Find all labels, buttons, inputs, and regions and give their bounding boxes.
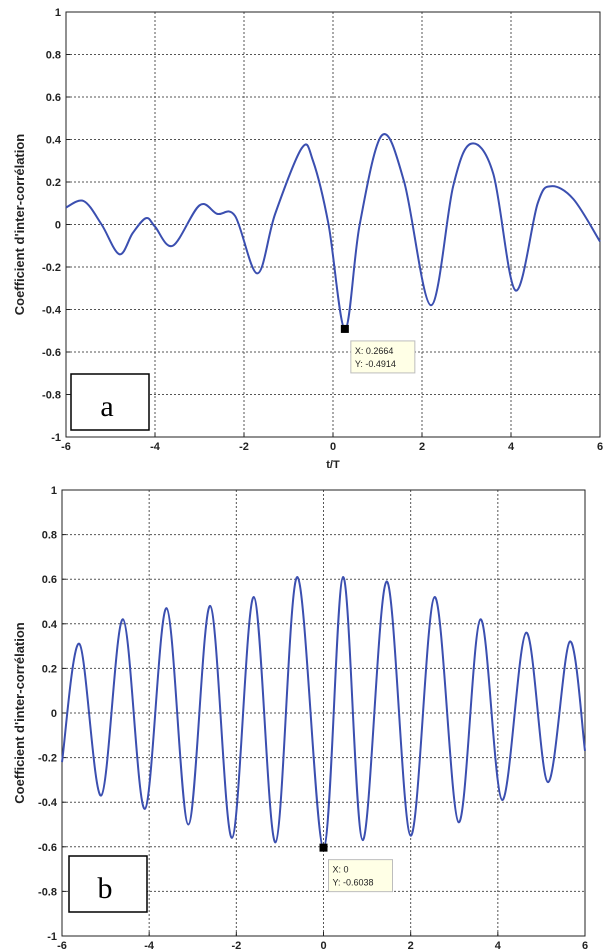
datatip-box: [328, 859, 393, 893]
y-tick-label: 0: [55, 220, 61, 232]
y-tick-label: 0.6: [46, 92, 61, 104]
x-tick-label: -2: [239, 441, 249, 453]
panel-label: a: [100, 390, 113, 423]
y-tick-label: 0.2: [42, 663, 57, 675]
datatip-marker: [319, 843, 328, 852]
x-tick-label: -6: [61, 441, 71, 453]
x-tick-label: -6: [57, 940, 67, 949]
panel-label: b: [98, 872, 113, 905]
datatip-x-text: X: 0: [333, 865, 349, 875]
y-tick-label: 0.4: [46, 135, 62, 147]
chart-panel-b: -6 -4 -2 0 2 4 6 1 0.8 0.6 0.4 0.2 0 -0.2 -0.4 -0.6 -0.8…: [0, 476, 612, 949]
y-tick-label: -0.8: [38, 886, 57, 898]
y-tick-label: -0.6: [42, 347, 61, 359]
y-axis-label: Coefficient d'inter-corrélation: [12, 622, 27, 804]
y-tick-label: -0.6: [38, 842, 57, 854]
y-tick-label: -0.2: [38, 753, 57, 765]
datatip-y-text: Y: -0.6038: [333, 878, 374, 888]
series-line: [65, 133, 601, 330]
y-tick-label: 1: [55, 7, 61, 19]
x-tick-label: -4: [144, 940, 155, 949]
datatip-box: [350, 340, 416, 374]
x-tick-label: 6: [582, 940, 588, 949]
y-tick-label: -0.8: [42, 390, 61, 402]
chart-b-svg: -6 -4 -2 0 2 4 6 1 0.8 0.6 0.4 0.2 0 -0.2 -0.4 -0.6 -0.8…: [12, 485, 588, 949]
y-tick-label: 0.8: [42, 530, 57, 542]
datatip-marker: [340, 324, 349, 333]
x-tick-label: 6: [597, 441, 603, 453]
y-axis-label: Coefficient d'inter-corrélation: [12, 134, 27, 316]
x-tick-label: 2: [408, 940, 414, 949]
panel-label-box: [68, 855, 148, 913]
x-tick-label: -2: [231, 940, 241, 949]
x-tick-label: 4: [508, 441, 515, 453]
y-tick-label: -1: [47, 931, 57, 943]
y-tick-label: 0.8: [46, 50, 61, 62]
x-tick-label: 4: [495, 940, 502, 949]
y-tick-label: -0.2: [42, 262, 61, 274]
y-tick-label: -0.4: [42, 305, 62, 317]
x-tick-label: 0: [330, 441, 336, 453]
y-tick-label: 1: [51, 485, 57, 497]
chart-a-svg: -6 -4 -2 0 2 4 6 1 0.8 0.6 0.4 0.2 0 -0.2 -0.4 -0.6 -0.8…: [12, 7, 603, 471]
y-tick-label: -0.4: [38, 797, 58, 809]
y-tick-label: 0.6: [42, 574, 57, 586]
panel-label-box: [70, 373, 150, 431]
y-tick-label: 0: [51, 708, 57, 720]
x-axis-label: t/T: [326, 459, 340, 471]
datatip-y-text: Y: -0.4914: [355, 359, 396, 369]
y-tick-label: 0.2: [46, 177, 61, 189]
datatip-x-text: X: 0.2664: [355, 346, 394, 356]
x-tick-label: 0: [320, 940, 326, 949]
chart-panel-a: -6 -4 -2 0 2 4 6 1 0.8 0.6 0.4 0.2 0 -0.2 -0.4 -0.6 -0.8…: [12, 7, 603, 471]
x-tick-label: -4: [150, 441, 161, 453]
x-tick-label: 2: [419, 441, 425, 453]
y-tick-label: -1: [51, 432, 61, 444]
y-tick-label: 0.4: [42, 619, 58, 631]
